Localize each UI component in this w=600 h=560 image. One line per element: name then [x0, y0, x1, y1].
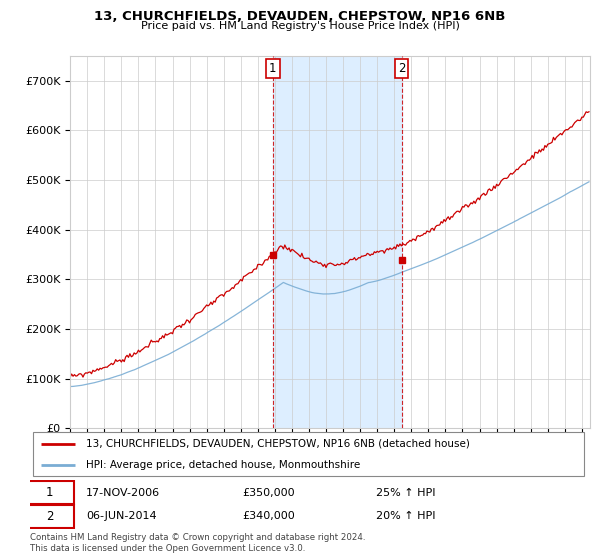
Text: Contains HM Land Registry data © Crown copyright and database right 2024.
This d: Contains HM Land Registry data © Crown c…	[30, 533, 365, 553]
Text: HPI: Average price, detached house, Monmouthshire: HPI: Average price, detached house, Monm…	[86, 460, 360, 470]
FancyBboxPatch shape	[33, 432, 584, 476]
Text: 06-JUN-2014: 06-JUN-2014	[86, 511, 157, 521]
FancyBboxPatch shape	[25, 482, 74, 504]
Text: £350,000: £350,000	[242, 488, 295, 498]
Text: 1: 1	[269, 62, 277, 74]
Text: Price paid vs. HM Land Registry's House Price Index (HPI): Price paid vs. HM Land Registry's House …	[140, 21, 460, 31]
Text: 20% ↑ HPI: 20% ↑ HPI	[376, 511, 436, 521]
Bar	[273, 56, 401, 428]
Text: 2: 2	[398, 62, 406, 74]
Text: 13, CHURCHFIELDS, DEVAUDEN, CHEPSTOW, NP16 6NB: 13, CHURCHFIELDS, DEVAUDEN, CHEPSTOW, NP…	[94, 10, 506, 23]
Text: £340,000: £340,000	[242, 511, 295, 521]
Text: 25% ↑ HPI: 25% ↑ HPI	[376, 488, 436, 498]
FancyBboxPatch shape	[25, 505, 74, 528]
Text: 1: 1	[46, 486, 53, 499]
Text: 17-NOV-2006: 17-NOV-2006	[86, 488, 160, 498]
Text: 13, CHURCHFIELDS, DEVAUDEN, CHEPSTOW, NP16 6NB (detached house): 13, CHURCHFIELDS, DEVAUDEN, CHEPSTOW, NP…	[86, 438, 470, 449]
Text: 2: 2	[46, 510, 53, 523]
